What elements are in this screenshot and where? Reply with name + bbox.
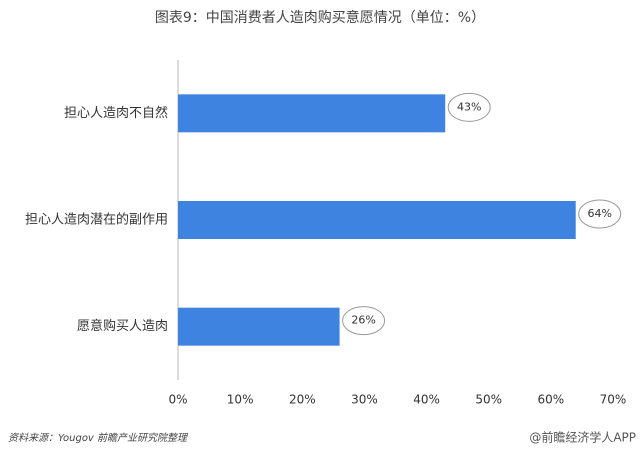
value-label: 43% bbox=[457, 100, 481, 113]
value-label-bubble bbox=[447, 92, 491, 122]
source-note: 资料来源：Yougov 前瞻产业研究院整理 bbox=[8, 432, 189, 444]
chart-title: 图表9：中国消费者人造肉购买意愿情况（单位：%） bbox=[155, 9, 485, 26]
bar bbox=[178, 201, 576, 239]
x-tick-label: 50% bbox=[475, 393, 502, 407]
y-tick-label: 愿意购买人造肉 bbox=[77, 318, 168, 334]
y-tick-label: 担心人造肉潜在的副作用 bbox=[25, 212, 168, 228]
x-tick-label: 10% bbox=[227, 393, 254, 407]
value-label-bubble bbox=[342, 306, 386, 336]
bar bbox=[178, 307, 340, 346]
x-tick-label: 60% bbox=[538, 393, 565, 407]
watermark: @前瞻经济学人APP bbox=[529, 430, 636, 445]
x-tick-label: 20% bbox=[289, 393, 316, 407]
bar bbox=[178, 94, 446, 133]
x-tick-label: 0% bbox=[168, 393, 187, 407]
x-tick-label: 70% bbox=[600, 393, 627, 407]
x-tick-label: 40% bbox=[413, 393, 440, 407]
x-tick-label: 30% bbox=[351, 393, 378, 407]
value-label-bubble bbox=[578, 199, 622, 229]
value-label: 26% bbox=[351, 314, 375, 327]
y-tick-label: 担心人造肉不自然 bbox=[64, 105, 168, 121]
value-label: 64% bbox=[587, 207, 611, 220]
